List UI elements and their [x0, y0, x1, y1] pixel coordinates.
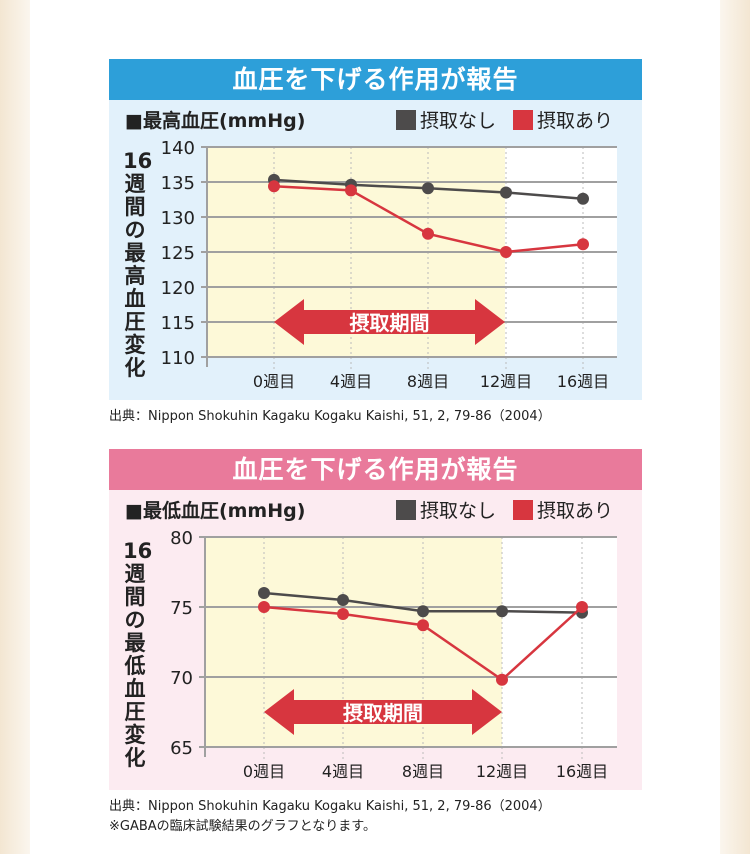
data-point: [337, 594, 349, 606]
chart-plot: 65 70 75 80 0週目 4週目 8週目 12週目 16週目 摂取期間: [170, 528, 617, 781]
legend-label: 摂取なし: [420, 500, 497, 522]
y-tick-label: 70: [170, 668, 193, 689]
data-point: [500, 186, 512, 199]
x-tick-label: 0週目: [243, 762, 285, 781]
source-text: 出典：Nippon Shokuhin Kagaku Kogaku Kaishi,…: [109, 409, 551, 424]
chart-panel-systolic: 血圧を下げる作用が報告 ■最高血圧(mmHg) 摂取なし 摂取あり 16週間の最…: [109, 59, 642, 400]
data-point: [268, 180, 280, 193]
chart-subtitle: ■最高血圧(mmHg): [125, 110, 306, 132]
legend-label: 摂取あり: [537, 110, 614, 132]
data-point: [422, 182, 434, 195]
x-tick-label: 8週目: [402, 762, 444, 781]
y-axis-label: 16週間の最高血圧変化: [123, 149, 153, 380]
data-point: [258, 587, 270, 599]
y-tick-label: 115: [161, 313, 195, 334]
legend-item-no-intake: 摂取なし: [396, 496, 496, 523]
x-tick-label: 12週目: [476, 762, 528, 781]
data-point: [417, 605, 429, 618]
y-tick-label: 120: [161, 278, 195, 299]
data-point: [422, 227, 434, 240]
x-tick-label: 4週目: [330, 372, 372, 391]
y-tick-label: 80: [170, 528, 193, 549]
intake-period-arrow: [274, 299, 505, 345]
legend-item-intake: 摂取あり: [513, 106, 613, 133]
x-tick-label: 16週目: [556, 762, 608, 781]
x-tick-label: 0週目: [253, 372, 295, 391]
legend-label: 摂取なし: [420, 110, 497, 132]
data-point: [345, 184, 357, 197]
legend-label: 摂取あり: [537, 500, 614, 522]
data-point: [496, 605, 508, 618]
note-text: ※GABAの臨床試験結果のグラフとなります。: [109, 819, 376, 834]
data-point: [417, 619, 429, 632]
y-tick-label: 130: [161, 208, 195, 229]
intake-period-label: 摂取期間: [350, 311, 430, 335]
x-tick-label: 16週目: [557, 372, 609, 391]
source-text: 出典：Nippon Shokuhin Kagaku Kogaku Kaishi,…: [109, 799, 551, 814]
y-tick-label: 140: [161, 138, 195, 159]
legend-item-intake: 摂取あり: [513, 496, 613, 523]
y-tick-label: 65: [170, 738, 193, 759]
y-tick-label: 135: [161, 173, 195, 194]
y-axis-label: 16週間の最低血圧変化: [123, 539, 153, 770]
y-tick-label: 75: [170, 598, 193, 619]
intake-period-label: 摂取期間: [343, 701, 423, 725]
y-tick-label: 110: [161, 348, 195, 369]
chart-subtitle: ■最低血圧(mmHg): [125, 500, 306, 522]
x-tick-label: 12週目: [480, 372, 532, 391]
x-tick-label: 8週目: [407, 372, 449, 391]
data-point: [576, 601, 588, 613]
chart-panel-diastolic: 血圧を下げる作用が報告 ■最低血圧(mmHg) 摂取なし 摂取あり 16週間の最…: [109, 449, 642, 790]
data-point: [258, 601, 270, 613]
x-tick-label: 4週目: [322, 762, 364, 781]
legend-item-no-intake: 摂取なし: [396, 106, 496, 133]
intake-period-arrow: [264, 689, 502, 735]
data-point: [577, 192, 589, 205]
data-point: [577, 238, 589, 251]
chart-title: 血圧を下げる作用が報告: [109, 449, 642, 490]
data-point: [496, 673, 508, 686]
chart-plot: 110 115 120 125 130 135 140 0週目 4週目 8週目 12週目 16週目 摂取…: [161, 138, 617, 391]
data-point: [500, 246, 512, 258]
data-point: [337, 608, 349, 620]
y-tick-label: 125: [161, 243, 195, 264]
chart-title: 血圧を下げる作用が報告: [109, 59, 642, 100]
